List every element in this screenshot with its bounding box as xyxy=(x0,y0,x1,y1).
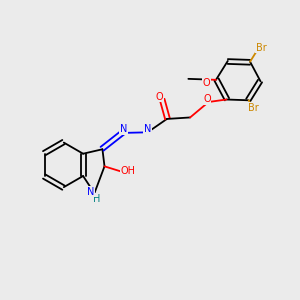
Text: O: O xyxy=(202,78,210,88)
Text: Br: Br xyxy=(248,103,259,113)
Text: O: O xyxy=(203,94,211,104)
Text: OH: OH xyxy=(121,166,136,176)
Text: Br: Br xyxy=(256,43,266,52)
Text: N: N xyxy=(87,187,94,197)
Text: H: H xyxy=(93,194,100,204)
Text: N: N xyxy=(119,124,127,134)
Text: N: N xyxy=(144,124,151,134)
Text: O: O xyxy=(155,92,163,102)
